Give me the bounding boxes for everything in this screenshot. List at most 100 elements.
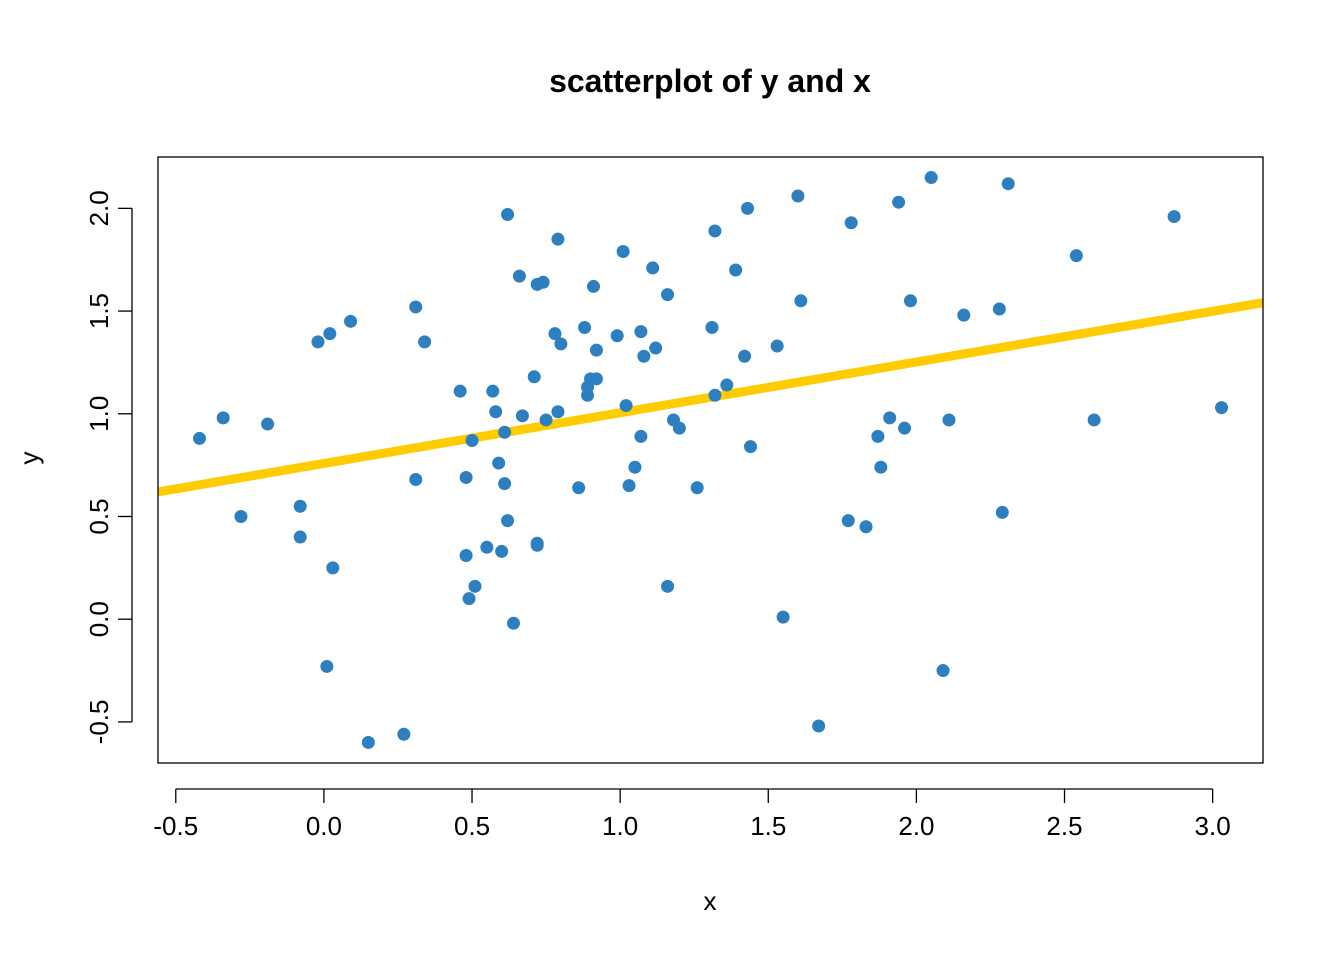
data-point (720, 378, 734, 392)
data-point (551, 405, 565, 419)
data-point (646, 261, 660, 275)
data-point (501, 514, 515, 528)
data-point (397, 727, 411, 741)
data-point (586, 279, 600, 293)
data-point (1167, 210, 1181, 224)
data-point (649, 341, 663, 355)
data-point (634, 325, 648, 339)
data-point (409, 300, 423, 314)
data-point (462, 592, 476, 606)
data-point (874, 460, 888, 474)
data-point (708, 224, 722, 238)
data-point (942, 413, 956, 427)
y-axis-label: y (14, 452, 44, 465)
data-point (459, 470, 473, 484)
data-point (924, 171, 938, 185)
data-point (192, 431, 206, 445)
data-point (216, 411, 230, 425)
plot-area (157, 156, 1264, 764)
data-point (326, 561, 340, 575)
data-point (495, 544, 509, 558)
data-point (311, 335, 325, 349)
data-point (672, 421, 686, 435)
data-point (610, 329, 624, 343)
data-point (1087, 413, 1101, 427)
data-point (418, 335, 432, 349)
data-point (498, 477, 512, 491)
data-point (859, 520, 873, 534)
x-axis: -0.5 0.0 0.5 1.0 1.5 2.0 2.5 3.0 (153, 788, 1231, 841)
data-point (578, 321, 592, 335)
data-point (622, 479, 636, 493)
data-point (589, 372, 603, 386)
data-point (453, 384, 467, 398)
data-point (743, 440, 757, 454)
data-point (465, 433, 479, 447)
data-point (738, 349, 752, 363)
data-point (527, 370, 541, 384)
data-point (554, 337, 568, 351)
data-point (261, 417, 275, 431)
data-point (634, 429, 648, 443)
data-point (661, 288, 675, 302)
data-point (293, 530, 307, 544)
data-point (492, 456, 506, 470)
data-point (468, 579, 482, 593)
data-point (794, 294, 808, 308)
data-point (936, 664, 950, 678)
data-point (512, 269, 526, 283)
data-point (323, 327, 337, 341)
data-point (898, 421, 912, 435)
data-point (459, 549, 473, 563)
data-point (515, 409, 529, 423)
chart-title: scatterplot of y and x (549, 63, 871, 99)
data-point (572, 481, 586, 495)
x-tick-label: 2.5 (1046, 811, 1082, 841)
y-tick-label: 0.5 (84, 498, 114, 534)
data-point (548, 327, 562, 341)
data-point (498, 425, 512, 439)
data-point (957, 308, 971, 322)
data-point (690, 481, 704, 495)
data-point (619, 399, 633, 413)
x-tick-label: -0.5 (153, 811, 198, 841)
data-point (506, 616, 520, 630)
data-point (234, 509, 248, 523)
y-axis: -0.5 0.0 0.5 1.0 1.5 2.0 (84, 190, 133, 745)
x-axis-label: x (704, 886, 717, 916)
data-point (705, 321, 719, 335)
y-tick-label: 2.0 (84, 190, 114, 226)
x-tick-label: 0.0 (306, 811, 342, 841)
data-point (589, 343, 603, 357)
data-point (841, 514, 855, 528)
data-point (770, 339, 784, 353)
data-point (903, 294, 917, 308)
data-point (486, 384, 500, 398)
x-tick-label: 2.0 (898, 811, 934, 841)
x-tick-label: 1.5 (750, 811, 786, 841)
data-point (1215, 401, 1229, 415)
data-point (729, 263, 743, 277)
data-point (637, 349, 651, 363)
y-tick-label: 1.5 (84, 293, 114, 329)
data-point (480, 540, 494, 554)
data-point (1001, 177, 1015, 191)
data-point (883, 411, 897, 425)
data-point (844, 216, 858, 230)
plot-frame (157, 156, 1264, 764)
x-tick-label: 1.0 (602, 811, 638, 841)
data-point (536, 275, 550, 289)
data-point (1069, 249, 1083, 263)
data-point (361, 735, 375, 749)
data-point (871, 429, 885, 443)
data-point (293, 499, 307, 513)
data-point (892, 195, 906, 209)
y-tick-label: -0.5 (84, 700, 114, 745)
y-tick-label: 1.0 (84, 396, 114, 432)
data-point (616, 244, 630, 258)
data-point (995, 505, 1009, 519)
data-point (741, 201, 755, 215)
data-point (551, 232, 565, 246)
data-point (344, 314, 358, 328)
